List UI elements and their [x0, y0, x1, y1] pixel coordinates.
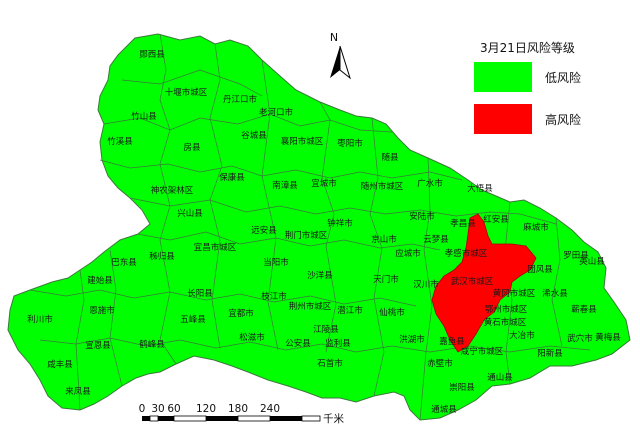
region-label: 保康县	[219, 172, 245, 183]
region-label: 安陆市	[409, 211, 435, 222]
region-label: 鹤峰县	[139, 339, 165, 350]
scale-tick-label: 0	[139, 403, 146, 415]
region-label: 咸丰县	[47, 359, 73, 370]
region-label: 十堰市城区	[165, 87, 208, 98]
region-label: 团风县	[527, 265, 553, 275]
region-label: 宣恩县	[85, 340, 111, 351]
scale-tick-label: 60	[167, 403, 180, 415]
north-label: N	[330, 31, 338, 44]
region-label: 丹江口市	[223, 94, 258, 105]
region-label: 宜城市	[311, 178, 337, 189]
legend-low-label: 低风险	[545, 70, 581, 85]
region-label: 钟祥市	[327, 218, 353, 229]
region-label: 天门市	[373, 274, 399, 285]
region-label: 老河口市	[259, 107, 294, 118]
legend-low-swatch	[474, 62, 532, 92]
region-label: 仙桃市	[379, 307, 405, 318]
region-label: 孝感市城区	[445, 248, 488, 259]
county-borders	[29, 33, 591, 421]
region-label: 南漳县	[272, 180, 298, 191]
region-label: 竹溪县	[107, 136, 133, 147]
scale-bar: 0 30 60 120 180 240 千米	[139, 403, 345, 425]
north-arrow: N	[330, 31, 351, 80]
region-label: 谷城县	[241, 131, 267, 141]
scale-tick-label: 30	[151, 403, 164, 415]
region-label: 郧西县	[139, 50, 165, 60]
region-label: 大冶市	[509, 330, 535, 341]
region-label: 石首市	[317, 358, 343, 369]
region-label: 麻城市	[523, 222, 549, 233]
region-label: 嘉鱼县	[439, 336, 465, 347]
region-label: 黄冈市城区	[493, 288, 536, 299]
region-label: 襄阳市城区	[281, 136, 324, 147]
region-label: 房县	[183, 142, 201, 153]
region-label: 远安县	[251, 225, 277, 236]
region-label: 广水市	[417, 178, 443, 189]
region-label: 来凤县	[65, 387, 91, 397]
region-label: 罗田县	[563, 251, 589, 261]
region-label: 英山县	[579, 256, 605, 267]
region-label: 秭归县	[149, 251, 175, 262]
region-label: 长阳县	[187, 288, 213, 299]
region-label: 阳新县	[537, 348, 563, 359]
north-arrow-left-icon	[330, 46, 340, 78]
region-label: 浠水县	[542, 288, 568, 299]
region-label: 孝昌县	[450, 219, 476, 229]
north-arrow-right-icon	[339, 45, 351, 80]
region-label: 利川市	[27, 314, 53, 325]
region-label: 兴山县	[177, 208, 203, 219]
region-label: 枝江市	[261, 291, 287, 302]
region-label: 当阳市	[263, 257, 289, 268]
region-label: 沙洋县	[307, 270, 333, 281]
region-label: 鄂州市城区	[485, 304, 528, 315]
region-label: 松滋市	[239, 332, 265, 343]
region-label: 枣阳市	[337, 138, 363, 149]
legend-high-swatch	[474, 104, 532, 134]
region-label: 巴东县	[111, 257, 137, 268]
region-label: 应城市	[395, 248, 421, 259]
region-label: 赤壁市	[427, 358, 453, 369]
region-label: 洪湖市	[399, 334, 425, 345]
region-label: 江陵县	[313, 325, 339, 335]
scale-tick-label: 240	[260, 403, 280, 415]
region-label: 荆门市城区	[285, 230, 328, 241]
region-label: 汉川市	[413, 279, 439, 290]
region-label: 监利县	[325, 338, 351, 349]
scale-unit: 千米	[323, 412, 344, 425]
region-label: 云梦县	[423, 235, 449, 245]
region-label: 武汉市城区	[451, 276, 494, 287]
legend-title: 3月21日风险等级	[480, 40, 575, 55]
region-label: 武穴市	[567, 333, 593, 344]
region-label: 大悟县	[467, 183, 493, 194]
region-label: 宜昌市城区	[194, 242, 237, 253]
region-label: 建始县	[87, 275, 113, 286]
region-label: 京山市	[371, 234, 397, 245]
region-label: 神农架林区	[151, 185, 194, 196]
region-label: 恩施市	[89, 305, 115, 316]
wuhan-high-risk-area	[431, 213, 537, 353]
region-label: 竹山县	[131, 111, 157, 122]
legend: 3月21日风险等级 低风险 高风险	[474, 40, 581, 134]
region-label: 随州市城区	[361, 181, 404, 192]
region-label: 黄梅县	[595, 332, 621, 343]
region-label: 黄石市城区	[484, 317, 527, 328]
region-label: 潜江市	[337, 305, 363, 316]
scale-tick-label: 120	[196, 403, 216, 415]
region-label: 随县	[381, 152, 399, 163]
region-label: 通城县	[431, 404, 457, 415]
region-label: 荆州市城区	[289, 301, 332, 312]
region-label: 通山县	[487, 372, 513, 383]
region-label: 崇阳县	[449, 383, 475, 393]
legend-high-label: 高风险	[545, 112, 581, 127]
scale-tick-label: 180	[228, 403, 248, 415]
region-label: 蕲春县	[571, 304, 597, 315]
region-label: 公安县	[285, 338, 311, 349]
region-label: 红安县	[483, 214, 509, 225]
region-label: 咸宁市城区	[461, 346, 504, 357]
region-label: 五峰县	[180, 314, 206, 325]
region-label: 宜都市	[228, 308, 254, 319]
